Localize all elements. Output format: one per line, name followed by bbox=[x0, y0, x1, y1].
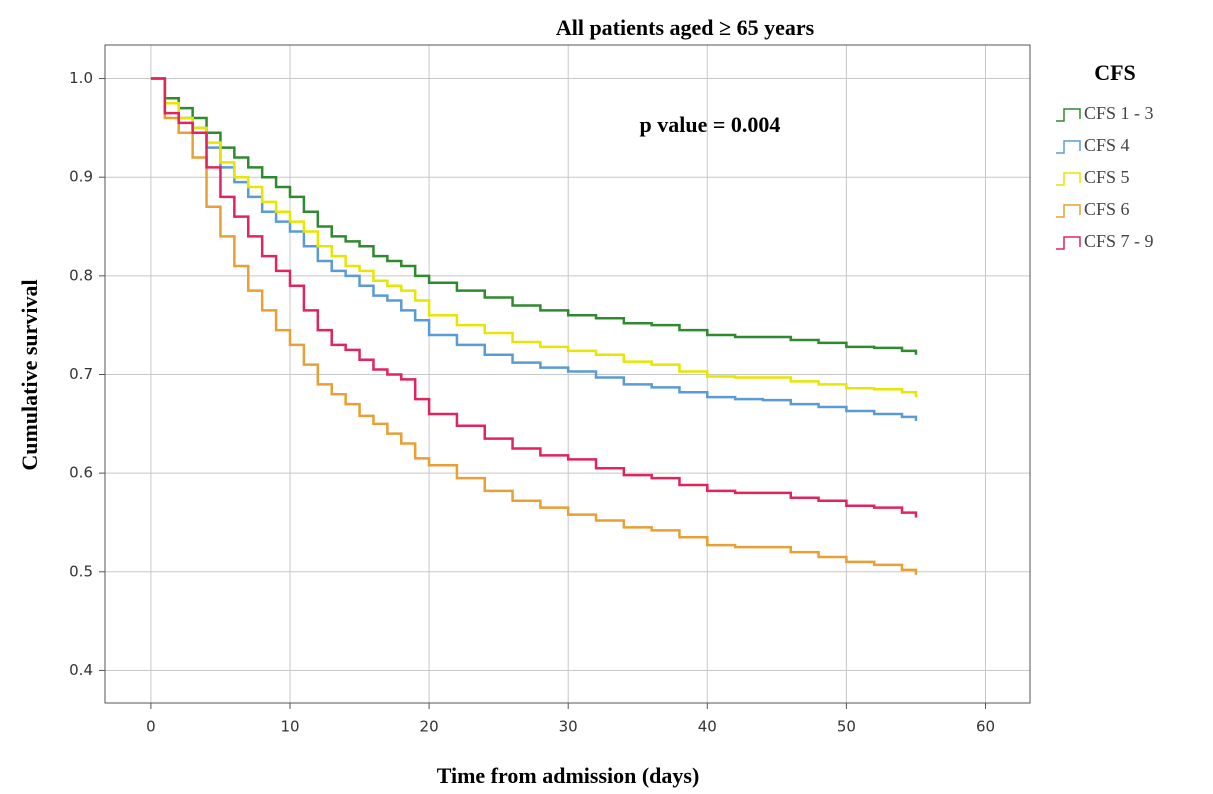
x-tick-label: 40 bbox=[698, 718, 717, 736]
legend-swatch bbox=[1056, 172, 1081, 186]
legend-label: CFS 5 bbox=[1084, 167, 1130, 187]
plot-frame bbox=[104, 44, 1031, 704]
y-tick-label: 0.6 bbox=[69, 464, 93, 482]
legend-title: CFS bbox=[1094, 60, 1136, 85]
y-tick-label: 0.8 bbox=[69, 266, 93, 284]
x-tick-label: 0 bbox=[146, 718, 156, 736]
legend-swatch bbox=[1056, 140, 1081, 154]
legend-label: CFS 7 - 9 bbox=[1084, 231, 1154, 251]
survival-curve bbox=[150, 77, 918, 518]
legend-swatch bbox=[1056, 204, 1081, 218]
legend-label: CFS 4 bbox=[1084, 135, 1130, 155]
x-tick-label: 20 bbox=[420, 718, 439, 736]
x-tick-label: 30 bbox=[559, 718, 578, 736]
chart-title: All patients aged ≥ 65 years bbox=[556, 15, 815, 40]
y-axis-label: Cumulative survival bbox=[17, 279, 42, 470]
legend-label: CFS 6 bbox=[1084, 199, 1130, 219]
y-tick-label: 0.7 bbox=[69, 365, 93, 383]
survival-curve bbox=[150, 77, 918, 575]
y-tick-label: 0.4 bbox=[69, 661, 93, 679]
legend-swatch bbox=[1056, 108, 1081, 122]
survival-curve bbox=[150, 77, 918, 421]
annotation: p value = 0.004 bbox=[640, 112, 781, 137]
x-axis-label: Time from admission (days) bbox=[437, 763, 700, 788]
survival-curve bbox=[150, 77, 918, 355]
x-tick-label: 10 bbox=[280, 718, 299, 736]
survival-curve bbox=[150, 77, 918, 398]
legend-swatch bbox=[1056, 236, 1081, 250]
x-tick-label: 60 bbox=[976, 718, 995, 736]
y-tick-label: 0.9 bbox=[69, 168, 93, 186]
y-tick-label: 1.0 bbox=[69, 69, 93, 87]
y-tick-label: 0.5 bbox=[69, 562, 93, 580]
legend-label: CFS 1 - 3 bbox=[1084, 103, 1154, 123]
x-tick-label: 50 bbox=[837, 718, 856, 736]
